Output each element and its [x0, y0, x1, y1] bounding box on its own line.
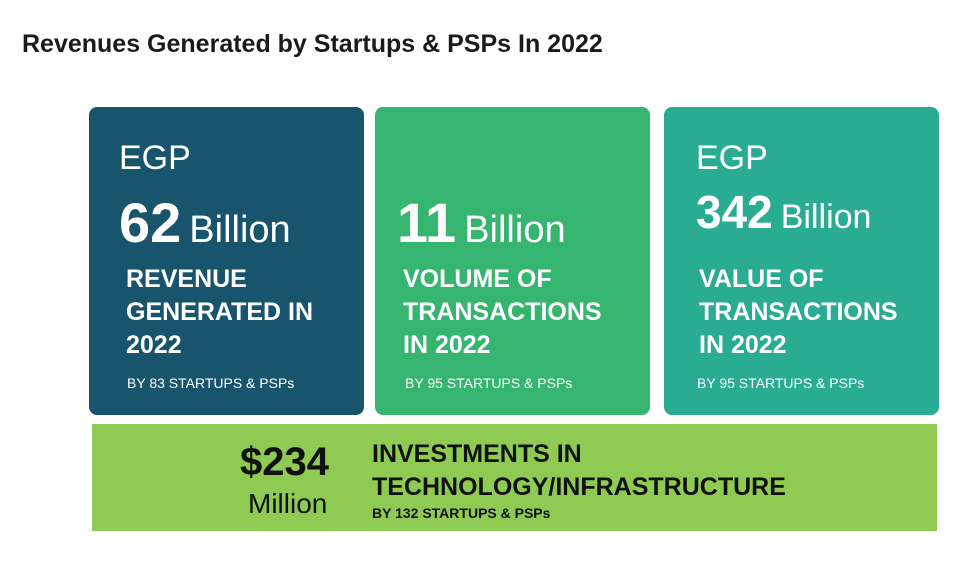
revenue-subtext: BY 83 STARTUPS & PSPs [127, 375, 295, 391]
value-number: 342 [696, 186, 773, 238]
page-title: Revenues Generated by Startups & PSPs In… [22, 30, 603, 58]
value-description: VALUE OF TRANSACTIONS IN 2022 [699, 265, 898, 359]
revenue-currency: EGP [119, 139, 191, 177]
value-subtext: BY 95 STARTUPS & PSPs [697, 375, 865, 391]
volume-card: 11 Billion VOLUME OF TRANSACTIONS IN 2022… [375, 107, 650, 415]
volume-description: VOLUME OF TRANSACTIONS IN 2022 [403, 265, 602, 359]
revenue-card: EGP 62 Billion REVENUE GENERATED IN 2022 … [89, 107, 364, 415]
value-card: EGP 342 Billion VALUE OF TRANSACTIONS IN … [664, 107, 939, 415]
value-unit: Billion [780, 198, 872, 236]
revenue-unit: Billion [189, 209, 291, 251]
investment-amount: $234 [240, 440, 329, 484]
volume-number: 11 [397, 191, 457, 254]
volume-subtext: BY 95 STARTUPS & PSPs [405, 375, 573, 391]
value-currency: EGP [696, 139, 768, 177]
investment-subtext: BY 132 STARTUPS & PSPs [372, 505, 551, 521]
revenue-description: REVENUE GENERATED IN 2022 [126, 265, 314, 359]
volume-unit: Billion [464, 209, 566, 251]
value-figure: 342 Billion [696, 189, 871, 235]
volume-figure: 11 Billion [397, 195, 566, 251]
revenue-figure: 62 Billion [119, 195, 291, 251]
investment-headline: INVESTMENTS IN TECHNOLOGY/INFRASTRUCTURE [372, 440, 786, 501]
investment-unit: Million [248, 488, 328, 519]
revenue-number: 62 [119, 191, 182, 254]
investment-banner: $234 Million INVESTMENTS IN TECHNOLOGY/I… [92, 424, 937, 531]
